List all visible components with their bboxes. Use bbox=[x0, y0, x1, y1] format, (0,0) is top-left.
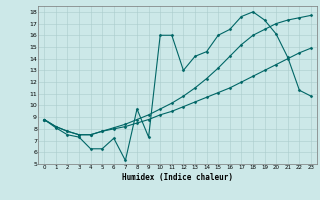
X-axis label: Humidex (Indice chaleur): Humidex (Indice chaleur) bbox=[122, 173, 233, 182]
